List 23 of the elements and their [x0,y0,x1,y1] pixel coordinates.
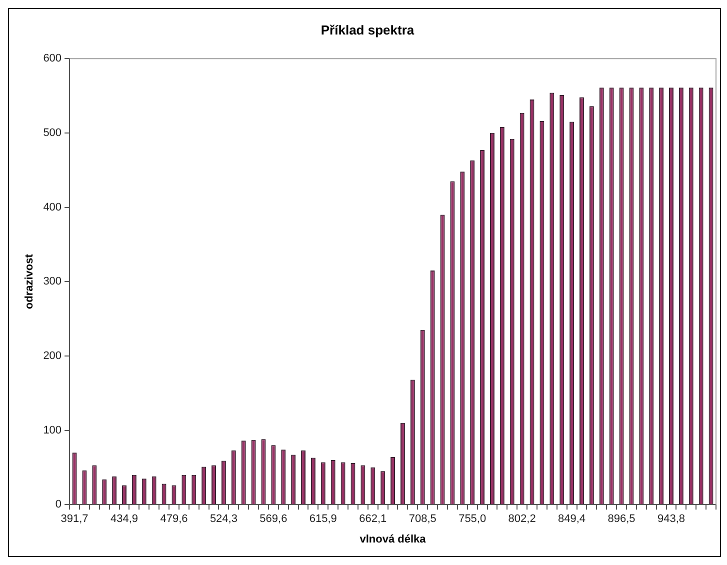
x-axis-title: vlnová délka [360,533,427,546]
x-tick-label: 896,5 [608,513,636,526]
x-tick-label: 755,0 [458,513,486,526]
x-tick-label: 391,7 [60,513,88,526]
x-tick-label: 943,8 [657,513,686,526]
y-tick-label: 300 [43,276,62,288]
y-tick-label: 200 [43,350,62,362]
x-tick-label: 802,2 [508,513,536,526]
y-tick-label: 500 [43,126,62,139]
x-tick-label: 849,4 [558,513,586,526]
chart-title: Příklad spektra [320,22,415,38]
y-axis-title: odrazivost [24,254,36,310]
y-tick-label: 0 [55,498,62,511]
y-tick-label: 600 [43,52,62,65]
x-tick-label: 569,6 [260,513,288,526]
x-tick-label: 524,3 [210,513,238,526]
x-tick-label: 434,9 [110,513,138,526]
x-tick-label: 479,6 [160,513,188,526]
x-tick-label: 615,9 [309,513,337,526]
x-tick-label: 662,1 [359,513,387,526]
y-tick-label: 400 [43,201,62,214]
x-tick-label: 708,5 [408,513,436,526]
y-tick-label: 100 [43,424,62,436]
